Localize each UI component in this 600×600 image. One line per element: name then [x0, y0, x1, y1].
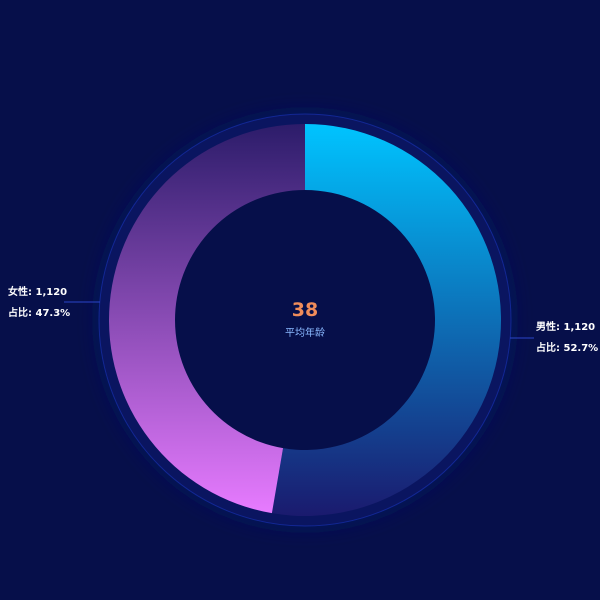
slice-male [271, 124, 501, 516]
callout-male: 男性: 1,120 占比: 52.7% [536, 321, 598, 356]
center-label: 平均年龄 [285, 328, 325, 339]
callout-male-value: 男性: 1,120 [536, 322, 596, 333]
callout-female: 女性: 1,120 占比: 47.3% [8, 286, 70, 321]
slice-female [108, 123, 305, 514]
callout-female-value: 女性: 1,120 [8, 287, 68, 298]
callout-female-percent: 占比: 47.3% [8, 308, 71, 319]
callout-male-percent: 占比: 52.7% [536, 343, 599, 354]
center-value: 38 [291, 299, 319, 321]
